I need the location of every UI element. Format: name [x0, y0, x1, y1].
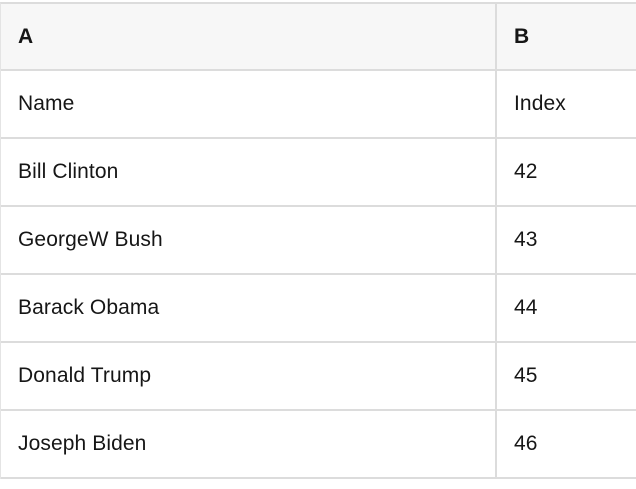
- cell-column-a[interactable]: Donald Trump: [1, 343, 497, 409]
- cell-column-a[interactable]: Joseph Biden: [1, 411, 497, 477]
- column-header-a[interactable]: A: [1, 4, 497, 69]
- table-body: Name Index Bill Clinton 42 GeorgeW Bush …: [1, 71, 636, 479]
- table-row: Donald Trump 45: [1, 343, 636, 411]
- cell-column-b[interactable]: Index: [514, 92, 566, 115]
- table-row: Joseph Biden 46: [1, 411, 636, 479]
- cell-column-b[interactable]: 43: [514, 228, 538, 251]
- table-row: GeorgeW Bush 43: [1, 207, 636, 275]
- cell-column-a[interactable]: GeorgeW Bush: [1, 207, 497, 273]
- column-header-row: A B: [1, 4, 636, 71]
- cell-column-b[interactable]: 42: [514, 160, 538, 183]
- column-header-b[interactable]: B: [514, 24, 530, 48]
- cell-column-b[interactable]: 44: [514, 296, 538, 319]
- cell-column-b[interactable]: 46: [514, 432, 538, 455]
- cell-column-a[interactable]: Barack Obama: [1, 275, 497, 341]
- cell-column-a[interactable]: Bill Clinton: [1, 139, 497, 205]
- table-row: Bill Clinton 42: [1, 139, 636, 207]
- spreadsheet-table: A B Name Index Bill Clinton 42 GeorgeW B…: [0, 2, 636, 479]
- table-row: Barack Obama 44: [1, 275, 636, 343]
- cell-column-b[interactable]: 45: [514, 364, 538, 387]
- cell-column-a[interactable]: Name: [1, 71, 497, 137]
- table-row: Name Index: [1, 71, 636, 139]
